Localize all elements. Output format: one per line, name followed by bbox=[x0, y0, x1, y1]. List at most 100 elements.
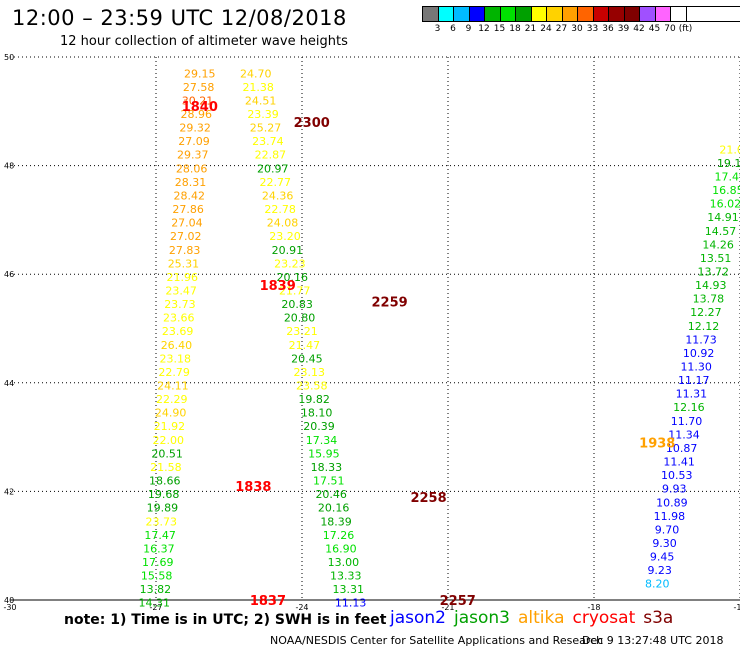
wave-height-value: 19.11 bbox=[717, 157, 740, 170]
pass-time-label: 1839 bbox=[260, 279, 296, 294]
wave-height-value: 18.39 bbox=[320, 515, 352, 528]
wave-height-value: 22.87 bbox=[255, 149, 287, 162]
wave-height-value: 27.58 bbox=[183, 81, 215, 94]
wave-height-value: 11.30 bbox=[680, 361, 712, 374]
pass-time-label: 1840 bbox=[182, 100, 218, 115]
colorbar-label: 15 bbox=[493, 24, 506, 34]
wave-height-value: 23.73 bbox=[146, 515, 178, 528]
y-tick-label: 42 bbox=[4, 487, 14, 496]
x-tick-label: -21 bbox=[441, 603, 454, 612]
note-text: note: 1) Time is in UTC; 2) SWH is in fe… bbox=[64, 612, 387, 628]
wave-height-value: 11.31 bbox=[676, 388, 708, 401]
wave-height-value: 23.18 bbox=[160, 352, 192, 365]
wave-height-value: 21.77 bbox=[279, 284, 311, 297]
wave-height-value: 23.21 bbox=[286, 325, 318, 338]
wave-height-value: 28.96 bbox=[181, 108, 213, 121]
colorbar-cells bbox=[422, 6, 740, 22]
colorbar-label: 9 bbox=[465, 24, 472, 34]
colorbar-cell bbox=[423, 7, 439, 21]
wave-height-value: 9.70 bbox=[655, 523, 680, 536]
colorbar-label: 36 bbox=[602, 24, 614, 34]
wave-height-value: 16.02 bbox=[710, 198, 740, 211]
colorbar-cell bbox=[609, 7, 625, 21]
wave-height-value: 16.37 bbox=[143, 542, 175, 555]
colorbar-cell bbox=[438, 7, 454, 21]
wave-height-value: 14.26 bbox=[702, 238, 734, 251]
wave-height-value: 10.53 bbox=[661, 469, 693, 482]
wave-height-value: 11.70 bbox=[671, 415, 703, 428]
axis-tick-labels: -30 -27 -24 -21 -18 -15 40 42 44 46 48 50 bbox=[3, 53, 740, 612]
wave-height-value: 27.86 bbox=[172, 203, 204, 216]
footer-credit: NOAA/NESDIS Center for Satellite Applica… bbox=[270, 634, 604, 647]
colorbar-label: 6 bbox=[450, 24, 456, 34]
wave-height-value: 19.82 bbox=[298, 393, 330, 406]
wave-height-value: 24.90 bbox=[155, 407, 187, 420]
wave-height-value: 28.06 bbox=[176, 162, 208, 175]
wave-height-value: 24.08 bbox=[267, 217, 299, 230]
wave-height-value: 10.87 bbox=[666, 442, 698, 455]
wave-height-value: 15.58 bbox=[141, 570, 173, 583]
x-tick-label: -15 bbox=[733, 603, 740, 612]
y-tick-label: 40 bbox=[4, 596, 14, 605]
wave-height-value: 14.57 bbox=[705, 225, 737, 238]
wave-height-value: 20.80 bbox=[284, 312, 316, 325]
wave-height-value: 20.51 bbox=[151, 447, 183, 460]
wave-height-value: 11.13 bbox=[335, 597, 367, 610]
x-tick-label: -18 bbox=[587, 603, 600, 612]
wave-height-value: 13.33 bbox=[330, 570, 362, 583]
wave-height-value: 22.29 bbox=[156, 393, 188, 406]
satellite-legend-altika: altika bbox=[518, 608, 565, 628]
colorbar-cell bbox=[500, 7, 516, 21]
satellite-legend-jason3: jason3 bbox=[454, 608, 510, 628]
colorbar-label: 27 bbox=[555, 24, 568, 34]
wave-height-value: 12.12 bbox=[688, 320, 720, 333]
colorbar-cell bbox=[531, 7, 547, 21]
wave-height-value: 18.33 bbox=[311, 461, 343, 474]
wave-height-value: 21.92 bbox=[154, 420, 186, 433]
wave-height-value: 9.93 bbox=[662, 483, 687, 496]
wave-height-value: 13.82 bbox=[140, 583, 172, 596]
colorbar-label: 39 bbox=[617, 24, 630, 34]
satellite-legend: jason2 jason3 altika cryosat s3a bbox=[390, 608, 681, 628]
wave-height-value: 20.91 bbox=[272, 244, 304, 257]
wave-height-value: 17.26 bbox=[323, 529, 355, 542]
wave-height-value: 10.92 bbox=[683, 347, 715, 360]
colorbar-legend: 3 6 9 12 15 18 21 24 27 30 33 36 39 42 45 70 (ft) bbox=[422, 6, 740, 36]
wave-height-value: 25.27 bbox=[250, 122, 282, 135]
wave-height-value: 27.83 bbox=[169, 244, 201, 257]
wave-height-value: 25.31 bbox=[168, 257, 200, 270]
wave-height-value: 23.47 bbox=[165, 284, 197, 297]
wave-height-value: 21.38 bbox=[242, 81, 274, 94]
colorbar-cell bbox=[516, 7, 532, 21]
wave-height-value: 14.93 bbox=[695, 279, 727, 292]
wave-height-value: 12.27 bbox=[690, 306, 722, 319]
wave-height-value: 21.09 bbox=[719, 143, 740, 156]
wave-height-value: 27.04 bbox=[171, 217, 203, 230]
colorbar-label: 33 bbox=[586, 24, 599, 34]
wave-height-value: 29.32 bbox=[179, 122, 211, 135]
wave-height-value: 24.36 bbox=[262, 189, 294, 202]
wave-height-value: 10.89 bbox=[656, 496, 688, 509]
wave-height-value: 13.78 bbox=[693, 293, 725, 306]
satellite-legend-s3a: s3a bbox=[643, 608, 674, 628]
pass-time-label: 1938 bbox=[639, 437, 675, 452]
wave-height-value: 11.41 bbox=[663, 456, 695, 469]
page-subtitle: 12 hour collection of altimeter wave hei… bbox=[60, 34, 348, 49]
colorbar-label: 21 bbox=[524, 24, 537, 34]
wave-height-value: 20.16 bbox=[318, 502, 350, 515]
wave-height-value: 22.77 bbox=[259, 176, 291, 189]
wave-height-value: 17.47 bbox=[144, 529, 176, 542]
wave-height-value: 23.74 bbox=[252, 135, 284, 148]
colorbar-cell bbox=[671, 7, 687, 21]
wave-height-value: 17.34 bbox=[306, 434, 338, 447]
wave-height-value: 23.13 bbox=[294, 366, 326, 379]
wave-height-value: 20.16 bbox=[277, 271, 309, 284]
grid-lines bbox=[10, 56, 740, 601]
colorbar-label: 18 bbox=[509, 24, 521, 34]
wave-height-value: 18.66 bbox=[149, 475, 181, 488]
colorbar-labels: 3 6 9 12 15 18 21 24 27 30 33 36 39 42 45 70 (ft) bbox=[422, 22, 740, 36]
wave-height-value: 11.17 bbox=[678, 374, 710, 387]
wave-height-value: 20.39 bbox=[303, 420, 335, 433]
colorbar-label: 70 bbox=[664, 24, 676, 34]
wave-height-value: 11.34 bbox=[668, 428, 700, 441]
